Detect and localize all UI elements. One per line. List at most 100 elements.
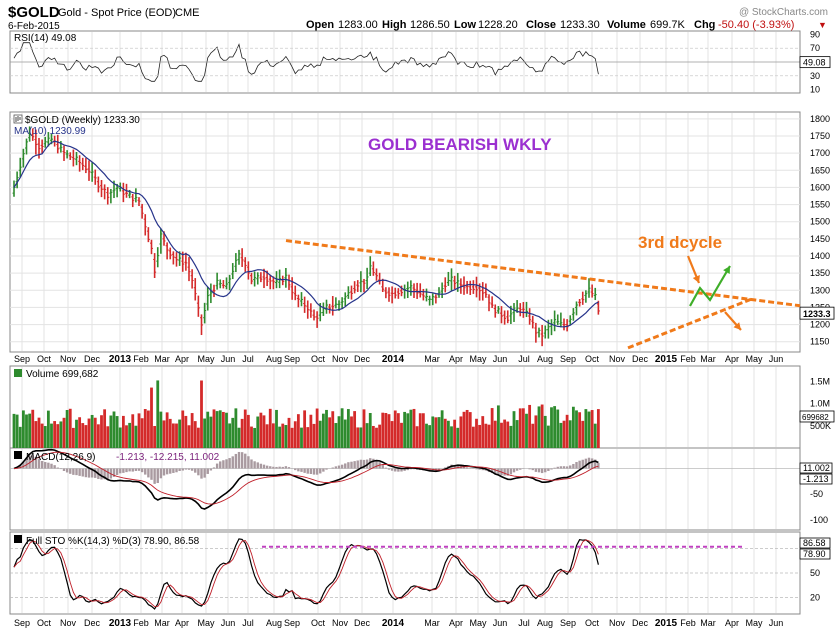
volume-bar	[372, 426, 375, 448]
volume-bar	[431, 416, 434, 448]
volume-bar	[334, 423, 337, 448]
macd-histogram-bar	[128, 469, 130, 472]
macd-histogram-bar	[50, 464, 52, 469]
macd-histogram-bar	[47, 463, 49, 469]
volume-bar	[200, 381, 203, 448]
macd-histogram-bar	[247, 456, 249, 468]
volume-bar	[531, 424, 534, 448]
time-label: Mar	[424, 618, 440, 628]
volume-bar	[491, 408, 494, 448]
volume-bar	[166, 412, 169, 448]
macd-histogram-bar	[244, 454, 246, 469]
volume-bar	[459, 416, 462, 448]
volume-bar	[594, 424, 597, 448]
time-label: May	[469, 354, 487, 364]
macd-histogram-bar	[338, 466, 340, 469]
volume-bar	[91, 415, 94, 448]
time-label: Jul	[242, 618, 254, 628]
macd-histogram-bar	[544, 469, 546, 473]
volume-bar	[428, 425, 431, 448]
macd-histogram-bar	[553, 468, 555, 469]
macd-histogram-bar	[388, 469, 390, 470]
time-label: Mar	[700, 354, 716, 364]
chart-title: GOLD BEARISH WKLY	[368, 135, 552, 154]
macd-histogram-bar	[547, 469, 549, 471]
time-label: Aug	[537, 618, 553, 628]
volume-bar	[484, 424, 487, 448]
volume-bar	[250, 427, 253, 448]
macd-last-label-2: -1.213	[803, 474, 829, 484]
macd-histogram-bar	[253, 461, 255, 468]
macd-histogram-bar	[119, 469, 121, 474]
volume-bar	[500, 423, 503, 448]
price-tick: 1350	[810, 268, 830, 278]
volume-bar	[75, 420, 78, 448]
volume-bar	[56, 424, 59, 448]
time-label: Dec	[632, 354, 649, 364]
volume-bar	[375, 428, 378, 448]
volume-bar	[503, 420, 506, 448]
volume-bar	[456, 428, 459, 448]
macd-last-label-1: 11.002	[803, 463, 830, 473]
volume-bar	[138, 413, 141, 448]
volume-bar	[156, 380, 159, 448]
volume-bar	[553, 406, 556, 448]
volume-tick: 1.0M	[810, 399, 830, 409]
macd-histogram-bar	[322, 469, 324, 472]
macd-histogram-bar	[550, 469, 552, 470]
volume-bar	[69, 409, 72, 448]
ohlc-readout: Open 1283.00 High 1286.50 Low 1228.20 Cl…	[306, 19, 827, 31]
price-tick: 1600	[810, 182, 830, 192]
volume-bar	[469, 412, 472, 448]
volume-bar	[184, 416, 187, 448]
volume-bar	[300, 428, 303, 448]
volume-bar	[150, 388, 153, 448]
time-label: Sep	[14, 354, 30, 364]
volume-bar	[38, 418, 41, 448]
volume-bar	[213, 409, 216, 448]
time-label: Apr	[175, 354, 189, 364]
time-label: Mar	[154, 618, 170, 628]
volume-bar	[159, 412, 162, 448]
volume-bar	[338, 416, 341, 448]
time-label: Jul	[518, 618, 530, 628]
macd-histogram-bar	[591, 458, 593, 468]
macd-histogram-bar	[219, 461, 221, 468]
volume-legend-swatch	[14, 369, 22, 377]
macd-histogram-bar	[250, 459, 252, 468]
time-label: Apr	[449, 354, 463, 364]
time-label: Oct	[37, 354, 52, 364]
macd-histogram-bar	[182, 469, 184, 471]
macd-histogram-bar	[207, 469, 209, 474]
volume-bar	[319, 421, 322, 448]
rsi-tick: 70	[810, 43, 820, 53]
volume-bar	[344, 420, 347, 448]
macd-histogram-bar	[566, 466, 568, 468]
macd-histogram-bar	[557, 467, 559, 469]
time-label: 2013	[109, 354, 132, 365]
symbol-name: Gold - Spot Price (EOD)	[58, 7, 176, 19]
volume-bar	[147, 411, 150, 448]
volume-bar	[472, 427, 475, 448]
volume-bar	[547, 426, 550, 448]
price-tick: 1800	[810, 114, 830, 124]
macd-legend: MACD(12,26,9) -1.213, -12.215, 11.002	[14, 451, 220, 463]
macd-histogram-bar	[382, 465, 384, 468]
macd-histogram-bar	[241, 452, 243, 468]
volume-bar	[222, 412, 225, 448]
volume-bar	[206, 412, 209, 448]
chart-date: 6-Feb-2015	[8, 21, 60, 32]
time-label: Jun	[769, 618, 784, 628]
time-label: Dec	[84, 618, 101, 628]
price-bars	[13, 126, 600, 346]
time-label: Mar	[424, 354, 440, 364]
volume-bar	[22, 410, 25, 448]
macd-histogram-bar	[66, 469, 68, 473]
price-tick: 1450	[810, 234, 830, 244]
time-label: Apr	[449, 618, 463, 628]
volume-bar	[225, 413, 228, 448]
volume-bar	[478, 425, 481, 448]
volume-bar	[275, 410, 278, 448]
volume-bar	[384, 413, 387, 448]
volume-bar	[425, 424, 428, 448]
